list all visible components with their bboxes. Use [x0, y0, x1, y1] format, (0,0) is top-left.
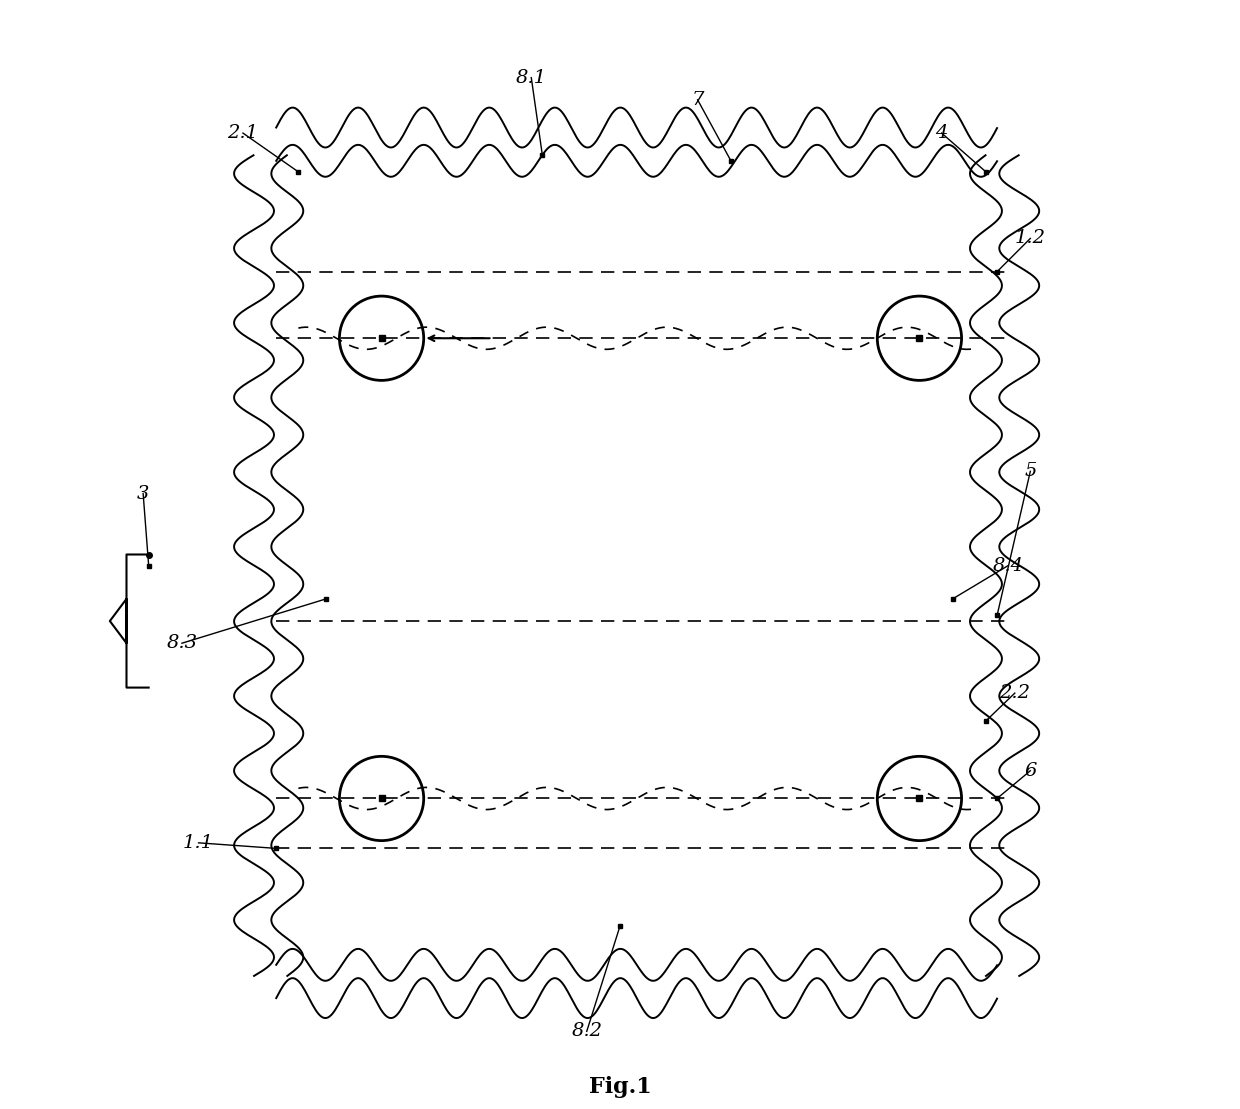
Text: 2.1: 2.1 — [227, 124, 258, 142]
Text: 8.1: 8.1 — [516, 69, 547, 87]
Text: 1.2: 1.2 — [1014, 230, 1045, 247]
Text: 7: 7 — [692, 91, 704, 109]
Text: 2.2: 2.2 — [999, 684, 1030, 702]
Text: 6: 6 — [1024, 762, 1037, 780]
Text: 5: 5 — [1024, 462, 1037, 480]
Text: 8.2: 8.2 — [572, 1022, 603, 1040]
Text: Fig.1: Fig.1 — [589, 1076, 651, 1098]
Text: 8.4: 8.4 — [993, 557, 1024, 574]
Text: 8.3: 8.3 — [166, 634, 197, 652]
Text: 1.1: 1.1 — [184, 834, 215, 852]
Text: 3: 3 — [136, 485, 149, 502]
Text: 4: 4 — [935, 124, 947, 142]
